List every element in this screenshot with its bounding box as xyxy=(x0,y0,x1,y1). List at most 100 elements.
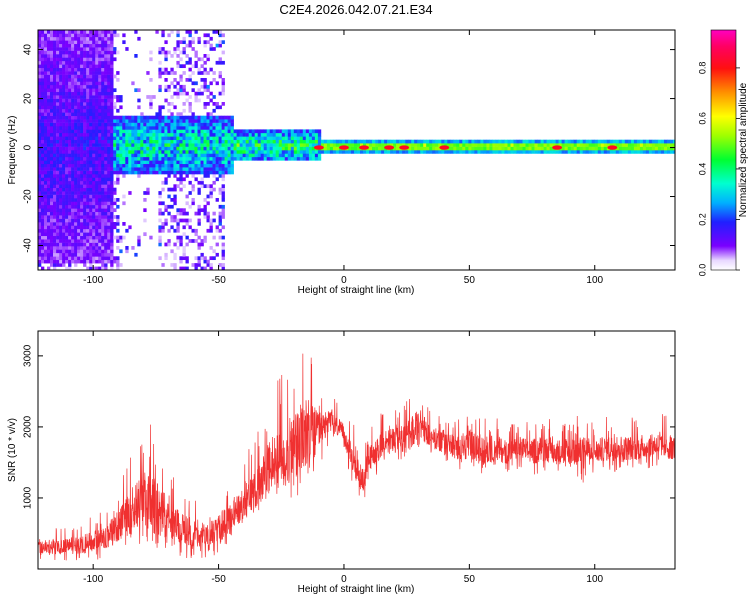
spectrogram-cell xyxy=(405,139,409,144)
spectrogram-cell xyxy=(86,242,90,247)
spectrogram-cell xyxy=(98,208,102,213)
spectrogram-cell xyxy=(176,235,180,240)
spectrogram-cell xyxy=(269,136,274,141)
spectrogram-cell xyxy=(188,30,192,34)
spectrogram-cell xyxy=(164,167,168,171)
spectrogram-cell xyxy=(92,132,96,137)
spectrogram-cell xyxy=(62,153,66,158)
spectrogram-cell xyxy=(56,153,60,158)
spectrogram-cell xyxy=(80,33,84,38)
spectrogram-cell xyxy=(110,259,114,264)
spectrogram-cell xyxy=(65,201,69,206)
spectrogram-cell xyxy=(65,91,69,96)
spectrogram-cell xyxy=(77,153,81,158)
spectrogram-cell xyxy=(107,150,111,154)
spectrogram-cell xyxy=(44,57,48,62)
spectrogram-cell xyxy=(44,36,48,41)
spectrogram-cell xyxy=(113,222,117,226)
spectrogram-cell xyxy=(149,102,153,106)
spectrogram-cell xyxy=(71,235,75,240)
spectrogram-cell xyxy=(203,256,207,261)
spectrogram-cell xyxy=(113,88,117,93)
spectrogram-cell xyxy=(77,146,81,151)
spectrogram-cell xyxy=(290,153,295,158)
spectrogram-cell xyxy=(215,126,219,130)
spectrogram-cell xyxy=(68,95,72,99)
spectrogram-cell xyxy=(242,150,246,154)
spectrogram-cell xyxy=(600,139,605,144)
spectrogram-cell xyxy=(113,163,117,168)
spectrogram-cell xyxy=(435,139,439,144)
spectrogram-cell xyxy=(170,129,174,134)
spectrogram-cell xyxy=(47,170,51,175)
spectrogram-cell xyxy=(41,102,45,106)
spectrogram-cell xyxy=(152,122,156,127)
spectrogram-cell xyxy=(56,160,60,165)
spectrogram-cell xyxy=(278,156,283,161)
spectrogram-cell xyxy=(83,78,87,82)
spectrogram-cell xyxy=(41,170,45,175)
spectrogram-cell xyxy=(89,115,93,120)
spectrogram-cell xyxy=(200,160,204,165)
spectrogram-cell xyxy=(179,266,183,270)
spectrogram-cell xyxy=(212,153,216,158)
spectrogram-cell xyxy=(116,71,120,75)
spectrogram-cell xyxy=(50,215,54,219)
spectrogram-cell xyxy=(561,139,565,144)
spectrogram-cell xyxy=(137,129,141,134)
spectrogram-cell xyxy=(98,136,102,141)
spectrogram-cell xyxy=(89,163,93,168)
spectrogram-cell xyxy=(137,105,141,110)
spectrogram-cell xyxy=(203,60,207,65)
spectrogram-cell xyxy=(212,156,216,161)
spectrogram-cell xyxy=(68,91,72,96)
spectrogram-cell xyxy=(59,30,63,34)
spectrogram-cell xyxy=(200,208,204,213)
spectrogram-cell xyxy=(209,266,213,270)
spectrogram-cell xyxy=(170,150,174,154)
spectrogram-cell xyxy=(203,266,207,270)
spectrogram-cell xyxy=(68,160,72,165)
spectrogram-cell xyxy=(167,153,171,158)
spectrogram-cell xyxy=(77,163,81,168)
spectrogram-cell xyxy=(92,204,96,209)
spectrogram-cell xyxy=(200,163,204,168)
spectrogram-cell xyxy=(71,259,75,264)
spectrogram-cell xyxy=(116,129,120,134)
spectrogram-cell xyxy=(110,153,114,158)
spectrogram-cell xyxy=(59,64,63,69)
spectrogram-cell xyxy=(98,84,102,89)
spectrogram-cell xyxy=(47,74,51,79)
spectrogram-cell xyxy=(179,180,183,185)
spectrogram-cell xyxy=(113,74,117,79)
spectrogram-cell xyxy=(119,132,123,137)
spectrogram-cell xyxy=(104,246,108,250)
spectrogram-cell xyxy=(83,228,87,233)
spectrogram-cell xyxy=(215,228,219,233)
spectrogram-cell xyxy=(287,132,292,137)
spectrogram-cell xyxy=(56,163,60,168)
spectrogram-cell xyxy=(74,139,78,144)
spectrogram-cell xyxy=(293,150,298,154)
spectrogram-cell xyxy=(89,222,93,226)
spectrogram-cell xyxy=(65,64,69,69)
spectrogram-cell xyxy=(65,143,69,147)
spectrogram-cell xyxy=(134,170,138,175)
spectrogram-cell xyxy=(209,167,213,171)
spectrogram-cell xyxy=(224,170,228,175)
spectrogram-cell xyxy=(483,143,487,147)
spectrogram-cell xyxy=(335,150,340,154)
spectrogram-cell xyxy=(501,150,505,154)
spectrogram-cell xyxy=(131,129,135,134)
spectrogram-cell xyxy=(158,132,162,137)
spectrogram-cell xyxy=(77,139,81,144)
spectrogram-cell xyxy=(104,146,108,151)
spectrogram-cell xyxy=(603,139,608,144)
spectrogram-cell xyxy=(104,81,108,86)
spectrogram-cell xyxy=(68,115,72,120)
spectrogram-cell xyxy=(77,194,81,199)
spectrogram-cell xyxy=(158,167,162,171)
spectrogram-cell xyxy=(188,57,192,62)
spectrogram-cell xyxy=(104,40,108,45)
spectrogram-cell xyxy=(495,150,499,154)
